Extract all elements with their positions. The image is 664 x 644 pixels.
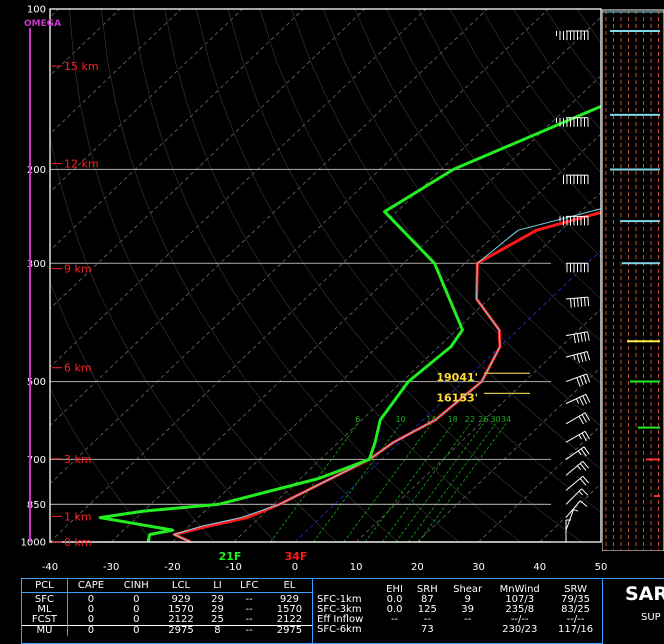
mixing-ratio-label: 26 — [478, 415, 488, 424]
parcel-cell: -- — [231, 626, 266, 637]
shear-col-header: Shear — [445, 579, 490, 595]
shear-col-header: MnWind — [490, 579, 549, 595]
side-panel-subtitle: SUP — [641, 612, 661, 623]
shear-cell: 117/16 — [549, 625, 602, 635]
omega-label: OMEGA — [24, 19, 61, 29]
height-label: 9 km — [64, 263, 92, 276]
shear-cell: -- — [445, 615, 490, 625]
parcel-cell: 2975 — [267, 626, 312, 637]
temperature-tick-label: -10 — [225, 562, 241, 573]
shear-layer-label: SFC-6km — [313, 625, 379, 635]
parcel-col-header: LI — [204, 579, 232, 593]
side-panel-title: SAR — [625, 583, 664, 605]
parcel-col-header: LFC — [231, 579, 266, 593]
parcel-cell: 2122 — [158, 615, 203, 626]
height-label: 12 km — [64, 158, 99, 171]
parcel-cell: 0 — [114, 626, 158, 637]
parcel-cell: FCST — [22, 615, 67, 626]
parcel-col-header: EL — [267, 579, 312, 593]
parcel-cell: -- — [231, 615, 266, 626]
height-label: 0 km — [64, 536, 92, 549]
shear-cell — [379, 625, 409, 635]
mixing-ratio-label: 10 — [396, 415, 406, 424]
parcel-cell: 0 — [67, 615, 114, 626]
temperature-tick-label: -20 — [164, 562, 180, 573]
level-marker-label: 16153' — [436, 391, 478, 404]
parcel-col-header: CAPE — [67, 579, 114, 593]
shear-cell: -- — [379, 615, 409, 625]
side-panel: SAR SUP — [602, 578, 664, 644]
level-marker-label: 19041' — [436, 371, 478, 384]
temperature-tick-label: -30 — [103, 562, 119, 573]
shear-col-header: EHI — [379, 579, 409, 595]
temperature-tick-label: 50 — [595, 562, 608, 573]
shear-cell: 73 — [410, 625, 445, 635]
temperature-tick-label: -40 — [42, 562, 58, 573]
parcel-cell: 2975 — [158, 626, 203, 637]
mixing-ratio-label: 34 — [501, 415, 511, 424]
temperature-tick-label: 30 — [472, 562, 485, 573]
parcel-cell: 25 — [204, 615, 232, 626]
temperature-tick-label: 0 — [292, 562, 298, 573]
height-label: 1 km — [64, 510, 92, 523]
pressure-tick-label: 1000 — [21, 538, 46, 549]
pressure-tick-label: 100 — [27, 5, 46, 16]
height-label: 15 km — [64, 60, 99, 73]
temperature-tick-label: 40 — [533, 562, 546, 573]
shear-col-header: SRW — [549, 579, 602, 595]
parcel-cell: 2122 — [267, 615, 312, 626]
temperature-tick-label: 10 — [350, 562, 363, 573]
mixing-ratio-label: 6 — [355, 415, 360, 424]
mixing-ratio-label: 18 — [448, 415, 458, 424]
parcel-col-header: PCL — [22, 579, 67, 593]
parcel-col-header: CINH — [114, 579, 158, 593]
height-label: 6 km — [64, 362, 92, 375]
shear-col-header: SRH — [410, 579, 445, 595]
parcel-cell: 8 — [204, 626, 232, 637]
shear-cell — [445, 625, 490, 635]
parcel-col-header: LCL — [158, 579, 203, 593]
mixing-ratio-label: 22 — [465, 415, 475, 424]
shear-cell: 230/23 — [490, 625, 549, 635]
mixing-ratio-label: 30 — [490, 415, 500, 424]
surface-temperature-label: 34F — [285, 550, 308, 563]
temperature-tick-label: 20 — [411, 562, 424, 573]
surface-dewpoint-label: 21F — [219, 550, 242, 563]
parcel-cell: 0 — [67, 626, 114, 637]
height-label: 3 km — [64, 453, 92, 466]
parcel-cell: 0 — [114, 615, 158, 626]
parcel-cell: MU — [22, 626, 67, 637]
shear-col-header — [313, 579, 379, 595]
